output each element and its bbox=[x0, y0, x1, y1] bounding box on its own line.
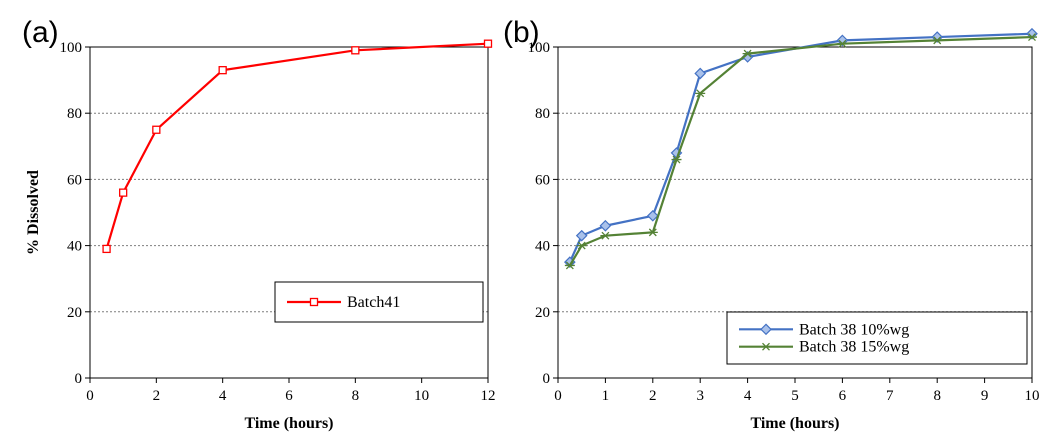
y-axis-title: % Dissolved bbox=[25, 170, 42, 255]
data-point-asterisk bbox=[564, 261, 575, 270]
data-point-square bbox=[483, 39, 493, 48]
data-point-diamond bbox=[646, 209, 659, 222]
y-tick-label: 20 bbox=[67, 305, 82, 321]
data-point-square bbox=[102, 244, 111, 254]
x-tick-label: 4 bbox=[744, 388, 752, 404]
x-tick-label: 6 bbox=[839, 388, 847, 404]
chart-panel-a: (a) 0 20 40 60 80 100 0 2 4 6 8 10 12 Time (hours) % Di… bbox=[22, 16, 496, 432]
y-tick-label: 100 bbox=[528, 40, 551, 56]
data-point-asterisk bbox=[837, 39, 848, 48]
legend-label: Batch41 bbox=[347, 294, 400, 311]
x-tick-label: 0 bbox=[86, 388, 94, 404]
data-point-asterisk bbox=[576, 241, 587, 250]
y-tick-label: 0 bbox=[75, 371, 83, 387]
legend-label: Batch 38 15%wg bbox=[799, 339, 909, 356]
data-point-square bbox=[218, 66, 227, 75]
x-tick-label: 0 bbox=[554, 388, 562, 404]
panel-label: (a) bbox=[22, 16, 59, 49]
data-point-asterisk bbox=[742, 49, 753, 58]
panel-label: (b) bbox=[503, 16, 540, 49]
x-tick-label: 7 bbox=[886, 388, 894, 404]
x-tick-label: 10 bbox=[414, 388, 429, 404]
x-tick-label: 5 bbox=[791, 388, 799, 404]
data-point-asterisk bbox=[671, 155, 682, 164]
data-point-asterisk bbox=[761, 342, 771, 351]
y-tick-label: 80 bbox=[535, 106, 550, 122]
x-tick-label: 10 bbox=[1025, 388, 1040, 404]
data-point-asterisk bbox=[1027, 33, 1037, 42]
y-tick-label: 20 bbox=[535, 305, 550, 321]
data-point-square bbox=[309, 297, 319, 307]
x-tick-label: 9 bbox=[981, 388, 989, 404]
data-point-diamond bbox=[599, 219, 612, 232]
y-tick-label: 60 bbox=[535, 172, 550, 188]
legend: Batch41 bbox=[274, 281, 484, 323]
x-tick-label: 3 bbox=[696, 388, 704, 404]
x-axis-title: Time (hours) bbox=[750, 415, 839, 432]
data-point-diamond bbox=[694, 67, 707, 80]
series-batch-38-10-wg bbox=[564, 27, 1038, 268]
x-tick-label: 4 bbox=[219, 388, 227, 404]
y-tick-label: 100 bbox=[60, 40, 83, 56]
x-tick-label: 8 bbox=[352, 388, 360, 404]
series-batch-38-15-wg bbox=[564, 33, 1037, 270]
data-point-square bbox=[351, 46, 360, 55]
series-batch41 bbox=[102, 39, 493, 254]
x-tick-label: 6 bbox=[285, 388, 293, 404]
x-tick-label: 12 bbox=[481, 388, 496, 404]
y-tick-label: 0 bbox=[543, 371, 551, 387]
data-point-asterisk bbox=[600, 231, 611, 240]
series-line bbox=[568, 35, 1033, 267]
y-tick-label: 80 bbox=[67, 106, 82, 122]
data-point-asterisk bbox=[647, 228, 658, 237]
x-tick-label: 2 bbox=[153, 388, 161, 404]
chart-panel-b: (b) 0 20 40 60 80 100 0 1 2 3 4 5 6 7 8 9 10 Time (hours) B… bbox=[503, 16, 1040, 432]
data-point-diamond bbox=[575, 229, 588, 242]
data-point-square bbox=[119, 188, 128, 197]
data-point-asterisk bbox=[932, 36, 943, 45]
y-tick-label: 60 bbox=[67, 172, 82, 188]
x-tick-label: 8 bbox=[933, 388, 941, 404]
series-line bbox=[568, 32, 1033, 263]
data-point-square bbox=[152, 125, 161, 134]
plot-area-frame bbox=[89, 46, 489, 379]
data-point-diamond bbox=[760, 323, 772, 336]
y-tick-label: 40 bbox=[67, 239, 82, 255]
series-line bbox=[105, 42, 489, 250]
x-tick-label: 2 bbox=[649, 388, 657, 404]
x-tick-label: 1 bbox=[602, 388, 610, 404]
x-axis-title: Time (hours) bbox=[244, 415, 333, 432]
legend-box bbox=[726, 311, 1028, 365]
data-point-asterisk bbox=[695, 89, 706, 98]
y-tick-label: 40 bbox=[535, 239, 550, 255]
legend-label: Batch 38 10%wg bbox=[799, 321, 909, 338]
